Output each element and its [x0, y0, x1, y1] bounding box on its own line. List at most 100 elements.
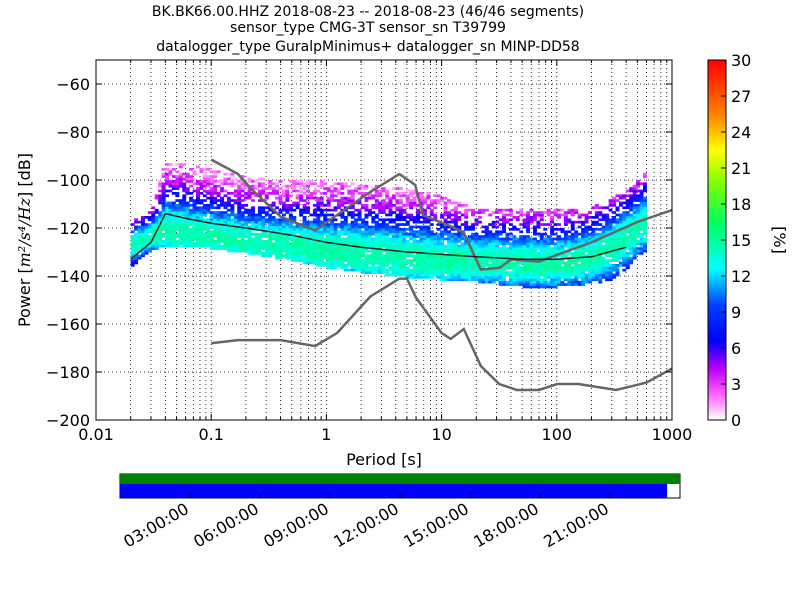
psd-cell [213, 218, 218, 222]
psd-cell [563, 230, 568, 234]
psd-cell [443, 204, 448, 207]
psd-cell [498, 271, 503, 274]
psd-cell [381, 266, 386, 270]
psd-cell [326, 196, 331, 200]
psd-cell [398, 237, 403, 241]
psd-cell [598, 235, 603, 238]
psd-cell [639, 204, 644, 207]
psd-cell [233, 244, 238, 248]
psd-cell [409, 218, 414, 222]
psd-cell [594, 278, 599, 282]
psd-cell [130, 242, 135, 246]
psd-cell [512, 228, 517, 231]
psd-cell [161, 242, 166, 246]
psd-cell [275, 256, 280, 260]
psd-cell [288, 247, 293, 250]
psd-cell [612, 242, 616, 246]
psd-cell [302, 223, 307, 226]
psd-cell [257, 220, 262, 224]
psd-cell [495, 211, 500, 214]
psd-cell [175, 242, 180, 246]
psd-cell [467, 208, 472, 212]
psd-cell [422, 228, 427, 231]
psd-cell [515, 261, 520, 265]
psd-cell [522, 264, 527, 267]
psd-cell [309, 196, 314, 200]
psd-cell [460, 266, 465, 270]
psd-cell [539, 211, 544, 214]
psd-cell [570, 259, 575, 262]
psd-cell [512, 244, 517, 248]
psd-cell [567, 235, 572, 238]
psd-cell [612, 259, 616, 262]
psd-cell [247, 180, 252, 183]
psd-cell [209, 211, 214, 214]
psd-cell [257, 252, 262, 255]
psd-cell [636, 182, 641, 186]
psd-cell [460, 273, 465, 277]
psd-cell [306, 256, 310, 260]
psd-cell [295, 244, 300, 248]
psd-cell [550, 271, 555, 274]
psd-cell [457, 259, 462, 262]
psd-cell [275, 237, 280, 241]
psd-cell [326, 240, 331, 243]
psd-cell [557, 244, 561, 248]
psd-cell [326, 230, 331, 234]
psd-cell [367, 271, 372, 274]
psd-cell [581, 242, 586, 246]
psd-cell [419, 268, 424, 272]
psd-cell [257, 192, 262, 195]
psd-cell [632, 254, 637, 258]
psd-cell [440, 249, 445, 253]
psd-cell [488, 273, 493, 277]
psd-cell [440, 242, 445, 246]
psd-cell [350, 268, 355, 272]
psd-cell [185, 192, 190, 195]
psd-cell [450, 218, 455, 222]
psd-cell [192, 201, 197, 205]
psd-cell [340, 261, 345, 265]
psd-cell [529, 220, 534, 224]
psd-cell [594, 244, 599, 248]
psd-cell [526, 278, 531, 282]
psd-cell [398, 271, 403, 274]
psd-cell [398, 208, 403, 212]
psd-cell [550, 249, 555, 253]
psd-cell [281, 223, 286, 226]
psd-cell [340, 225, 345, 229]
colorbar-tick-label: 27 [731, 87, 751, 106]
psd-cell [367, 213, 372, 217]
psd-cell [587, 271, 592, 274]
psd-cell [385, 252, 390, 255]
psd-cell [171, 184, 176, 188]
psd-cell [526, 273, 531, 277]
psd-cell [237, 180, 242, 183]
psd-cell [546, 249, 551, 253]
psd-cell [233, 199, 238, 202]
psd-cell [532, 232, 537, 236]
psd-cell [577, 213, 582, 217]
psd-cell [144, 232, 149, 236]
psd-cell [261, 235, 266, 238]
psd-cell [251, 206, 255, 210]
psd-cell [587, 247, 592, 250]
psd-cell [409, 247, 414, 250]
psd-cell [443, 266, 448, 270]
psd-cell [581, 280, 586, 284]
psd-cell [247, 249, 252, 253]
psd-cell [625, 211, 630, 214]
psd-cell [447, 252, 451, 255]
psd-cell [261, 252, 266, 255]
psd-cell [457, 232, 462, 236]
psd-cell [240, 182, 245, 186]
psd-cell [343, 196, 348, 200]
psd-cell [299, 240, 304, 243]
psd-cell [285, 194, 290, 198]
psd-cell [292, 187, 297, 190]
psd-cell [343, 184, 348, 188]
psd-cell [312, 223, 317, 226]
psd-cell [577, 240, 582, 243]
psd-cell [385, 261, 390, 265]
psd-cell [608, 273, 613, 277]
